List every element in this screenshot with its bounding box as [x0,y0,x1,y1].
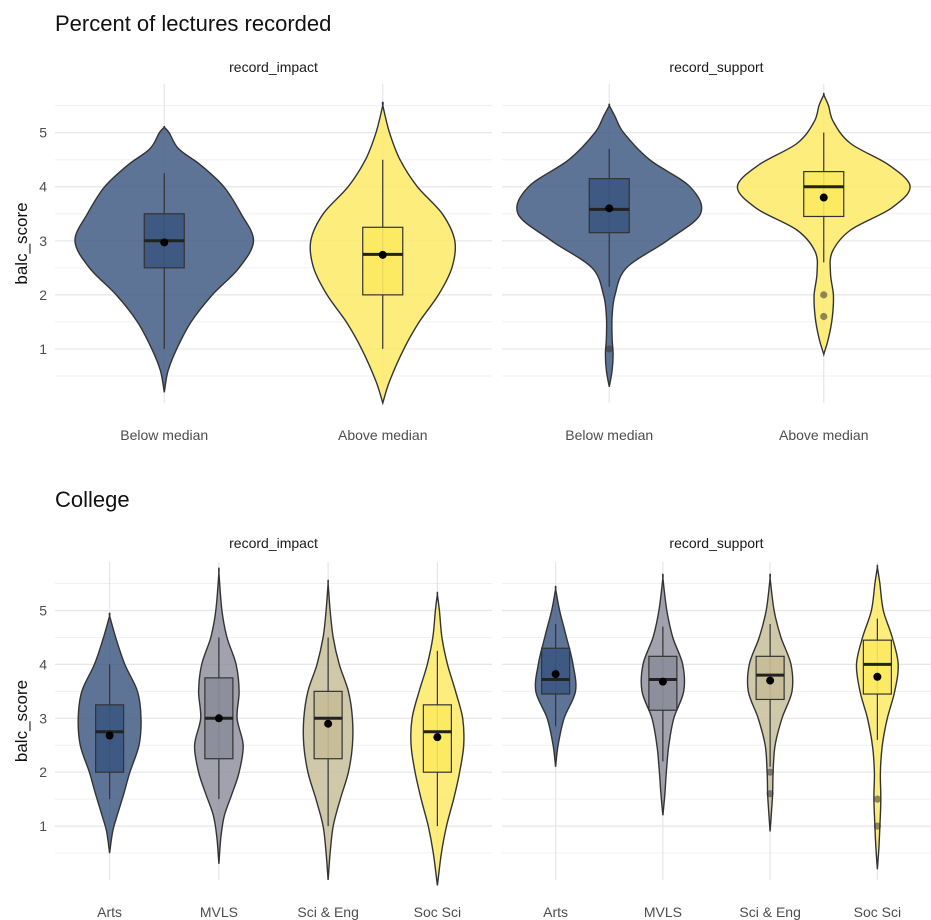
outlier-point [820,291,828,299]
violin-group [302,579,354,881]
mean-point [433,733,442,742]
mean-point [105,731,114,740]
x-tick-label: MVLS [644,904,682,920]
violin-group [746,573,794,832]
mean-point [819,193,828,202]
x-tick-label: Arts [543,904,568,920]
mean-point [324,719,333,728]
chart-title: Percent of lectures recorded [55,11,331,36]
violin-group [736,92,911,357]
mean-point [551,670,560,679]
violin-group [309,101,457,406]
box-iqr [862,639,892,695]
outlier-point [766,768,774,776]
violin-group [77,612,142,854]
violin-group [193,567,244,864]
facet-strip-label: record_impact [229,59,318,75]
outlier-point [605,345,613,353]
x-tick-label: MVLS [200,904,238,920]
facet-panel-record-impact: record_impact Below median Above median [55,59,492,443]
x-tick-label: Above median [779,427,869,443]
facet-strip-label: record_impact [229,535,318,551]
y-tick-label: 2 [39,287,47,303]
mean-point [160,238,169,247]
y-tick-label: 1 [39,818,47,834]
y-tick-label: 3 [39,233,47,249]
facet-panel-record-support: record_support Below median Above median [502,59,931,443]
facet-strip-label: record_support [669,535,763,551]
y-tick-label: 3 [39,710,47,726]
x-tick-label: Sci & Eng [297,904,358,920]
mean-point [766,676,775,685]
y-tick-label: 4 [39,656,47,672]
outlier-point [766,790,774,798]
y-tick-label: 2 [39,764,47,780]
y-axis-label: balc_score [12,680,31,762]
x-tick-label: Soc Sci [414,904,461,920]
y-tick-label: 5 [39,125,47,141]
violin-group [74,125,255,393]
outlier-point [873,795,881,803]
chart-title: College [55,487,130,512]
x-tick-label: Below median [565,427,653,443]
box-iqr [362,226,404,296]
y-axis-label: balc_score [12,202,31,284]
violin-group [534,585,577,767]
x-tick-label: Below median [120,427,208,443]
y-tick-label: 5 [39,603,47,619]
x-tick-label: Above median [338,427,428,443]
mean-point [605,204,614,213]
mean-point [214,714,223,723]
mean-point [378,250,387,259]
violin-group [640,573,686,816]
x-tick-label: Arts [97,904,122,920]
x-tick-label: Sci & Eng [739,904,800,920]
chart-2: College balc_score 1 2 3 4 5 record_impact Arts M… [12,487,931,920]
y-tick-label: 1 [39,341,47,357]
chart-1: Percent of lectures recorded balc_score 1 2… [12,11,931,443]
mean-point [873,672,882,681]
facet-strip-label: record_support [669,59,763,75]
mean-point [658,677,667,686]
outlier-point [820,312,828,321]
violin-group [855,564,899,870]
facet-panel-record-support: record_support Arts MVLS Sci & Eng Soc Sci [502,535,931,920]
violin-group [516,103,703,387]
x-tick-label: Soc Sci [854,904,901,920]
y-tick-label: 4 [39,179,47,195]
violin-group [410,591,465,886]
outlier-point [873,822,881,830]
facet-panel-record-impact: record_impact Arts MVLS Sci & Eng Soc Sci [55,535,492,920]
